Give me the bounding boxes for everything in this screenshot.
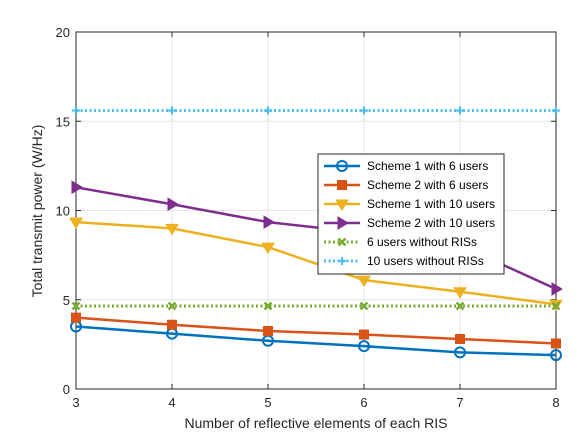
marker-triangle-down — [165, 223, 179, 236]
marker-x — [263, 301, 273, 311]
plot-series — [69, 106, 563, 362]
marker-triangle-down — [261, 242, 275, 255]
marker-triangle-right — [263, 215, 275, 229]
marker-plus — [360, 106, 368, 115]
marker-square — [337, 180, 347, 190]
marker-triangle-down — [357, 275, 371, 288]
marker-square — [263, 325, 273, 336]
legend-item: 6 users without RISs — [324, 235, 477, 249]
legend-label: Scheme 1 with 10 users — [367, 197, 495, 211]
x-tick-label: 4 — [168, 395, 175, 410]
y-tick-label: 15 — [56, 114, 70, 129]
series-1 — [71, 312, 561, 349]
y-tick-label: 10 — [56, 204, 70, 219]
legend-label: 10 users without RISs — [367, 254, 484, 268]
marker-x — [359, 301, 369, 311]
marker-plus — [552, 106, 560, 115]
legend-label: Scheme 1 with 6 users — [367, 159, 488, 173]
marker-plus — [72, 106, 80, 115]
legend-label: 6 users without RISs — [367, 235, 477, 249]
marker-x-stroke — [167, 301, 177, 311]
x-axis-label: Number of reflective elements of each RI… — [184, 415, 447, 431]
legend: Scheme 1 with 6 users Scheme 2 with 6 use… — [317, 153, 505, 275]
legend-label: Scheme 2 with 10 users — [367, 216, 495, 230]
marker-square — [455, 334, 465, 345]
legend-item: Scheme 1 with 10 users — [324, 197, 495, 211]
marker-x — [551, 301, 561, 311]
marker-circle — [336, 160, 348, 172]
marker-x — [167, 301, 177, 311]
y-tick-label: 20 — [56, 25, 70, 40]
marker-circle — [550, 349, 562, 362]
marker-x-stroke — [359, 301, 369, 311]
marker-triangle-down — [453, 287, 467, 299]
marker-plus — [168, 106, 176, 115]
x-tick-label: 6 — [360, 395, 367, 410]
marker-triangle-right — [551, 282, 563, 296]
marker-circle — [358, 340, 370, 353]
series-line — [75, 325, 557, 357]
series-line — [75, 220, 557, 306]
marker-plus — [338, 257, 346, 265]
series-5 — [72, 106, 560, 115]
legend-item: Scheme 2 with 10 users — [324, 216, 495, 230]
marker-triangle-down — [69, 217, 83, 230]
y-tick-label: 5 — [63, 293, 70, 308]
marker-triangle-right — [71, 180, 83, 195]
y-axis-label: Total transmit power (W/Hz) — [29, 125, 45, 298]
marker-x-stroke — [455, 301, 465, 311]
legend-label: Scheme 2 with 6 users — [367, 178, 488, 192]
marker-x-stroke — [337, 237, 347, 247]
marker-x — [71, 301, 81, 311]
marker-square — [167, 319, 177, 330]
legend-item: 10 users without RISs — [324, 254, 484, 268]
marker-plus — [264, 106, 272, 115]
marker-square — [71, 312, 81, 323]
marker-x — [337, 237, 347, 247]
legend-box — [317, 153, 505, 275]
marker-square — [359, 329, 369, 340]
x-tick-label: 8 — [552, 395, 559, 410]
series-line — [75, 316, 557, 345]
marker-triangle-down — [335, 199, 349, 211]
x-tick-label: 5 — [264, 395, 271, 410]
marker-x-stroke — [71, 301, 81, 311]
marker-x-stroke — [263, 301, 273, 311]
y-tick-label: 0 — [63, 382, 70, 397]
legend-item: Scheme 1 with 6 users — [324, 159, 488, 173]
legend-item: Scheme 2 with 6 users — [324, 178, 488, 192]
marker-triangle-right — [337, 216, 349, 230]
x-tick-label: 7 — [456, 395, 463, 410]
x-tick-label: 3 — [72, 395, 79, 410]
marker-square — [551, 338, 561, 349]
axes: 3 4 5 6 7 8 0 5 10 15 20 — [56, 25, 560, 410]
marker-triangle-right — [167, 197, 179, 212]
marker-circle — [454, 346, 466, 359]
marker-plus — [456, 106, 464, 115]
marker-x-stroke — [551, 301, 561, 311]
marker-x — [455, 301, 465, 311]
series-4 — [71, 301, 561, 311]
